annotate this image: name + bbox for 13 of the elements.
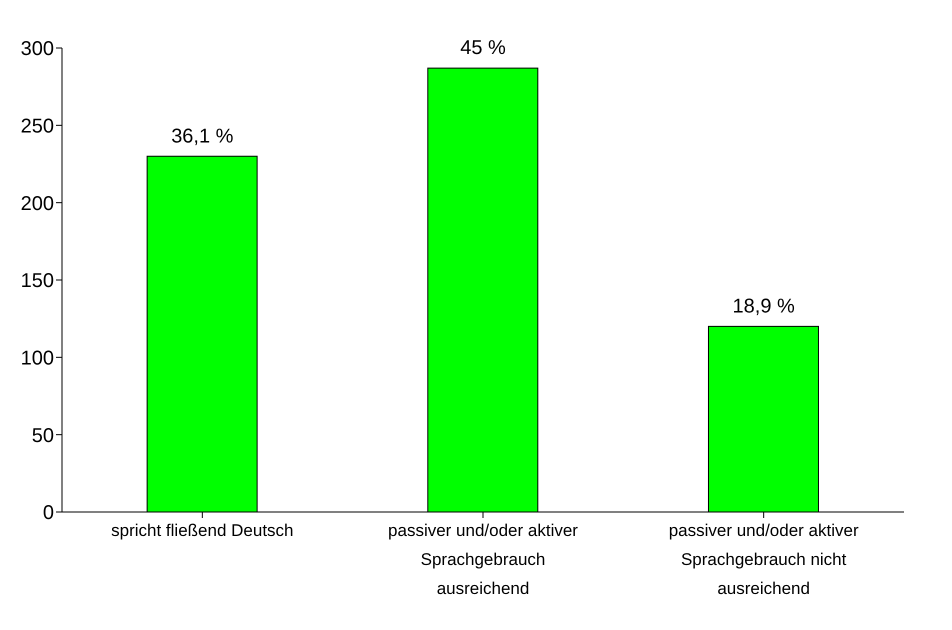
annotation: 18,9 % [732, 295, 796, 318]
y-tick-label: 200 [20, 192, 54, 215]
y-tick-label: 100 [20, 347, 54, 370]
y-tick-label: 250 [20, 115, 54, 138]
y-tick-label: 300 [20, 38, 54, 60]
annotation: 36,1 % [171, 125, 234, 148]
y-tick-label: 0 [42, 502, 54, 524]
x-tick-label: passiver und/oder aktiver Sprachgebrauch ausreichend [388, 521, 578, 598]
x-tick-label: spricht fließend Deutsch [111, 521, 294, 540]
y-tick-label: 50 [32, 424, 54, 447]
x-tick-label: passiver und/oder aktiver Sprachgebrauch nicht ausreichend [668, 521, 859, 598]
y-tick-label: 150 [20, 270, 54, 292]
annotation: 45 % [460, 37, 506, 60]
